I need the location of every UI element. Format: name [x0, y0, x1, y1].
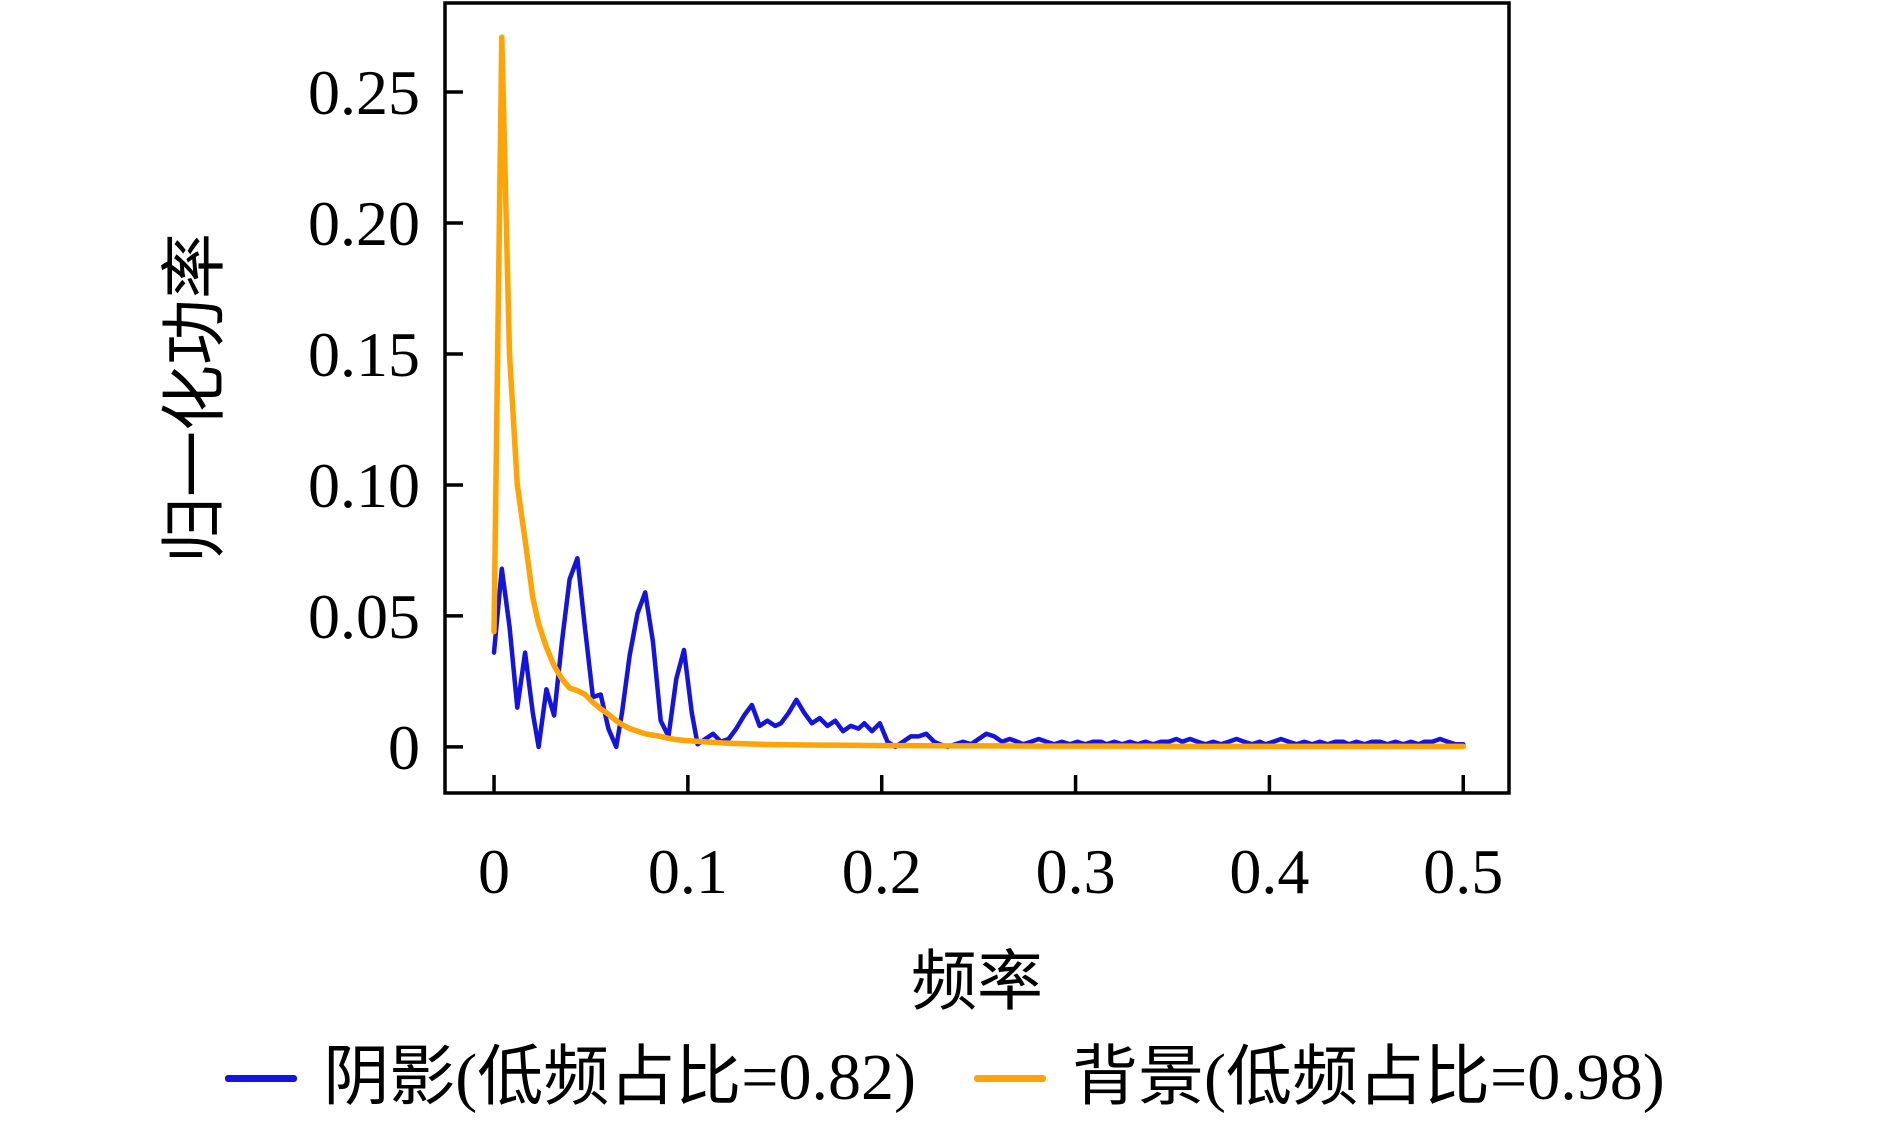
legend-item-shadow: 阴影(低频占比=0.82): [225, 1042, 916, 1114]
x-tick-label: 0.1: [648, 836, 728, 907]
legend-swatch: [225, 1074, 298, 1082]
x-tick-label: 0.5: [1423, 836, 1503, 907]
legend-swatch: [974, 1074, 1046, 1082]
y-tick-label: 0.15: [308, 319, 420, 390]
legend-item-background: 背景(低频占比=0.98): [974, 1042, 1665, 1114]
y-tick-label: 0.05: [308, 581, 420, 652]
x-tick-label: 0.2: [842, 836, 922, 907]
x-tick-label: 0.3: [1036, 836, 1116, 907]
x-axis-label: 频率: [911, 946, 1043, 1019]
y-tick-label: 0.25: [308, 57, 420, 128]
legend-label-shadow: 阴影(低频占比=0.82): [323, 1041, 916, 1114]
series-line-阴影: [491, 556, 1466, 750]
series-line-背景: [491, 34, 1467, 750]
legend: 阴影(低频占比=0.82) 背景(低频占比=0.98): [0, 1042, 1890, 1114]
axes-frame: [443, 1, 1511, 795]
y-tick-label: 0.20: [308, 188, 420, 259]
y-tick-label: 0: [388, 712, 420, 783]
y-axis-label: 归一化功率: [159, 233, 232, 563]
y-tick-label: 0.10: [308, 450, 420, 521]
x-tick-label: 0: [478, 836, 510, 907]
legend-label-background: 背景(低频占比=0.98): [1072, 1041, 1665, 1114]
x-tick-label: 0.4: [1229, 836, 1309, 907]
plot-area: 0 0.1 0.2 0.3 0.4 0.5 0 0.05 0.10 0.15 0.20 0.25: [308, 1, 1511, 907]
